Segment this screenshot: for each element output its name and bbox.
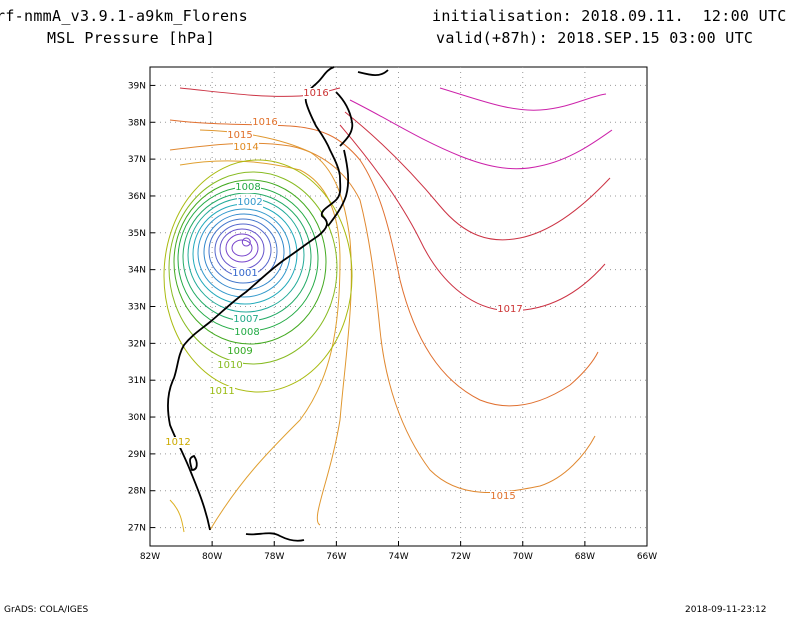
contour-label: 1008 — [234, 327, 259, 338]
isobar-orange-2 — [169, 142, 596, 493]
contour-label-bg — [497, 304, 523, 315]
isobar-ring — [208, 218, 278, 284]
lon-tick-label: 78W — [264, 552, 284, 562]
lat-tick-label: 34N — [128, 266, 146, 276]
isobar-orange-inner — [179, 160, 341, 531]
lat-tick-label: 33N — [128, 303, 146, 313]
isobar-ring — [197, 208, 291, 298]
contour-label: 1016 — [252, 117, 277, 128]
contour-label: 1017 — [497, 304, 522, 315]
isobar-orange-3 — [199, 129, 352, 526]
map-variable-label: MSL Pressure [hPa] — [47, 29, 215, 47]
isobars-offshore — [169, 87, 613, 533]
lat-tick-label: 31N — [128, 376, 146, 386]
coastline-delmarva — [335, 91, 354, 147]
contour-label: 1010 — [217, 360, 242, 371]
contour-label: 1001 — [232, 268, 257, 279]
isobar-ring — [225, 233, 259, 263]
low-center-mark — [241, 237, 251, 247]
lon-tick-label: 76W — [326, 552, 346, 562]
lat-tick-label: 28N — [128, 487, 146, 497]
lat-tick-label: 37N — [128, 155, 146, 165]
coastline-mainland — [167, 66, 342, 531]
isobar-ring — [173, 179, 327, 345]
contour-label-bg — [235, 182, 261, 193]
map-frame — [149, 66, 648, 547]
initialisation-time: initialisation: 2018.09.11. 12:00 UTC — [432, 7, 787, 25]
axis-ticks: 39N 38N 37N 36N 35N 34N 33N 32N 31N 30N 29N 28N 27N 8… — [128, 81, 657, 562]
lon-tick-label: 66W — [637, 552, 657, 562]
lon-tick-label: 70W — [513, 552, 533, 562]
coastline — [167, 66, 389, 542]
contour-label: 1002 — [237, 197, 262, 208]
isobar-ring — [163, 159, 353, 393]
isobar-red-1 — [344, 111, 611, 241]
grads-credit: GrADS: COLA/IGES — [4, 605, 89, 615]
contour-label: 1008 — [235, 182, 260, 193]
contour-label-bg — [232, 268, 258, 279]
isobar-yellow-1 — [169, 499, 185, 533]
contour-label-bg — [233, 314, 259, 325]
contour-label: 1014 — [233, 142, 258, 153]
low-center — [241, 237, 251, 247]
lat-tick-label: 39N — [128, 81, 146, 91]
contour-label: 1007 — [233, 314, 258, 325]
coastline-nj — [357, 69, 389, 77]
grid-lines — [150, 67, 647, 546]
lat-tick-label: 38N — [128, 118, 146, 128]
map-title: rf-nmmA_v3.9.1-a9km_Florens — [0, 7, 248, 25]
lat-tick-label: 29N — [128, 450, 146, 460]
coastline-outer-banks — [327, 149, 350, 227]
lat-tick-label: 30N — [128, 413, 146, 423]
lon-tick-label: 80W — [202, 552, 222, 562]
isobar-red-2 — [339, 124, 606, 312]
contour-label-bg — [252, 117, 278, 128]
contour-label-bg — [233, 142, 259, 153]
contour-label: 1015 — [227, 130, 252, 141]
lon-tick-label: 72W — [450, 552, 470, 562]
contour-label: 1011 — [209, 386, 234, 397]
lat-tick-label: 27N — [128, 524, 146, 534]
contour-label: 1015 — [490, 491, 515, 502]
lon-tick-label: 68W — [575, 552, 595, 562]
isobar-ring — [168, 171, 338, 365]
contour-label-bg — [490, 491, 516, 502]
valid-time: valid(+87h): 2018.SEP.15 03:00 UTC — [436, 29, 754, 47]
contour-labels: 1016101610151014100810021001100710081009… — [165, 88, 523, 502]
lon-tick-label: 74W — [388, 552, 408, 562]
isobar-orange-1 — [169, 119, 599, 407]
contour-label-bg — [234, 327, 260, 338]
contour-label: 1012 — [165, 437, 190, 448]
render-timestamp: 2018-09-11-23:12 — [685, 605, 767, 615]
lat-tick-label: 32N — [128, 339, 146, 349]
contour-label-bg — [227, 130, 253, 141]
isobar-ring — [203, 213, 285, 291]
contour-label-bg — [165, 437, 191, 448]
contour-label: 1009 — [227, 346, 252, 357]
isobar-magenta-2 — [349, 99, 613, 170]
isobar-ring — [231, 239, 253, 257]
isobar-magenta-1 — [439, 87, 607, 111]
isobar-ring — [182, 192, 312, 322]
coastline-fl-tip — [245, 532, 305, 542]
lat-tick-label: 35N — [128, 229, 146, 239]
lat-tick-label: 36N — [128, 192, 146, 202]
contour-label-bg — [217, 360, 243, 371]
isobar-ring — [219, 228, 265, 270]
contour-label-bg — [209, 386, 235, 397]
contour-label: 1016 — [303, 88, 328, 99]
lon-tick-label: 82W — [140, 552, 160, 562]
contour-label-bg — [227, 346, 253, 357]
coastline-island — [189, 454, 198, 471]
contour-label-bg — [237, 197, 263, 208]
contour-label-bg — [303, 88, 329, 99]
